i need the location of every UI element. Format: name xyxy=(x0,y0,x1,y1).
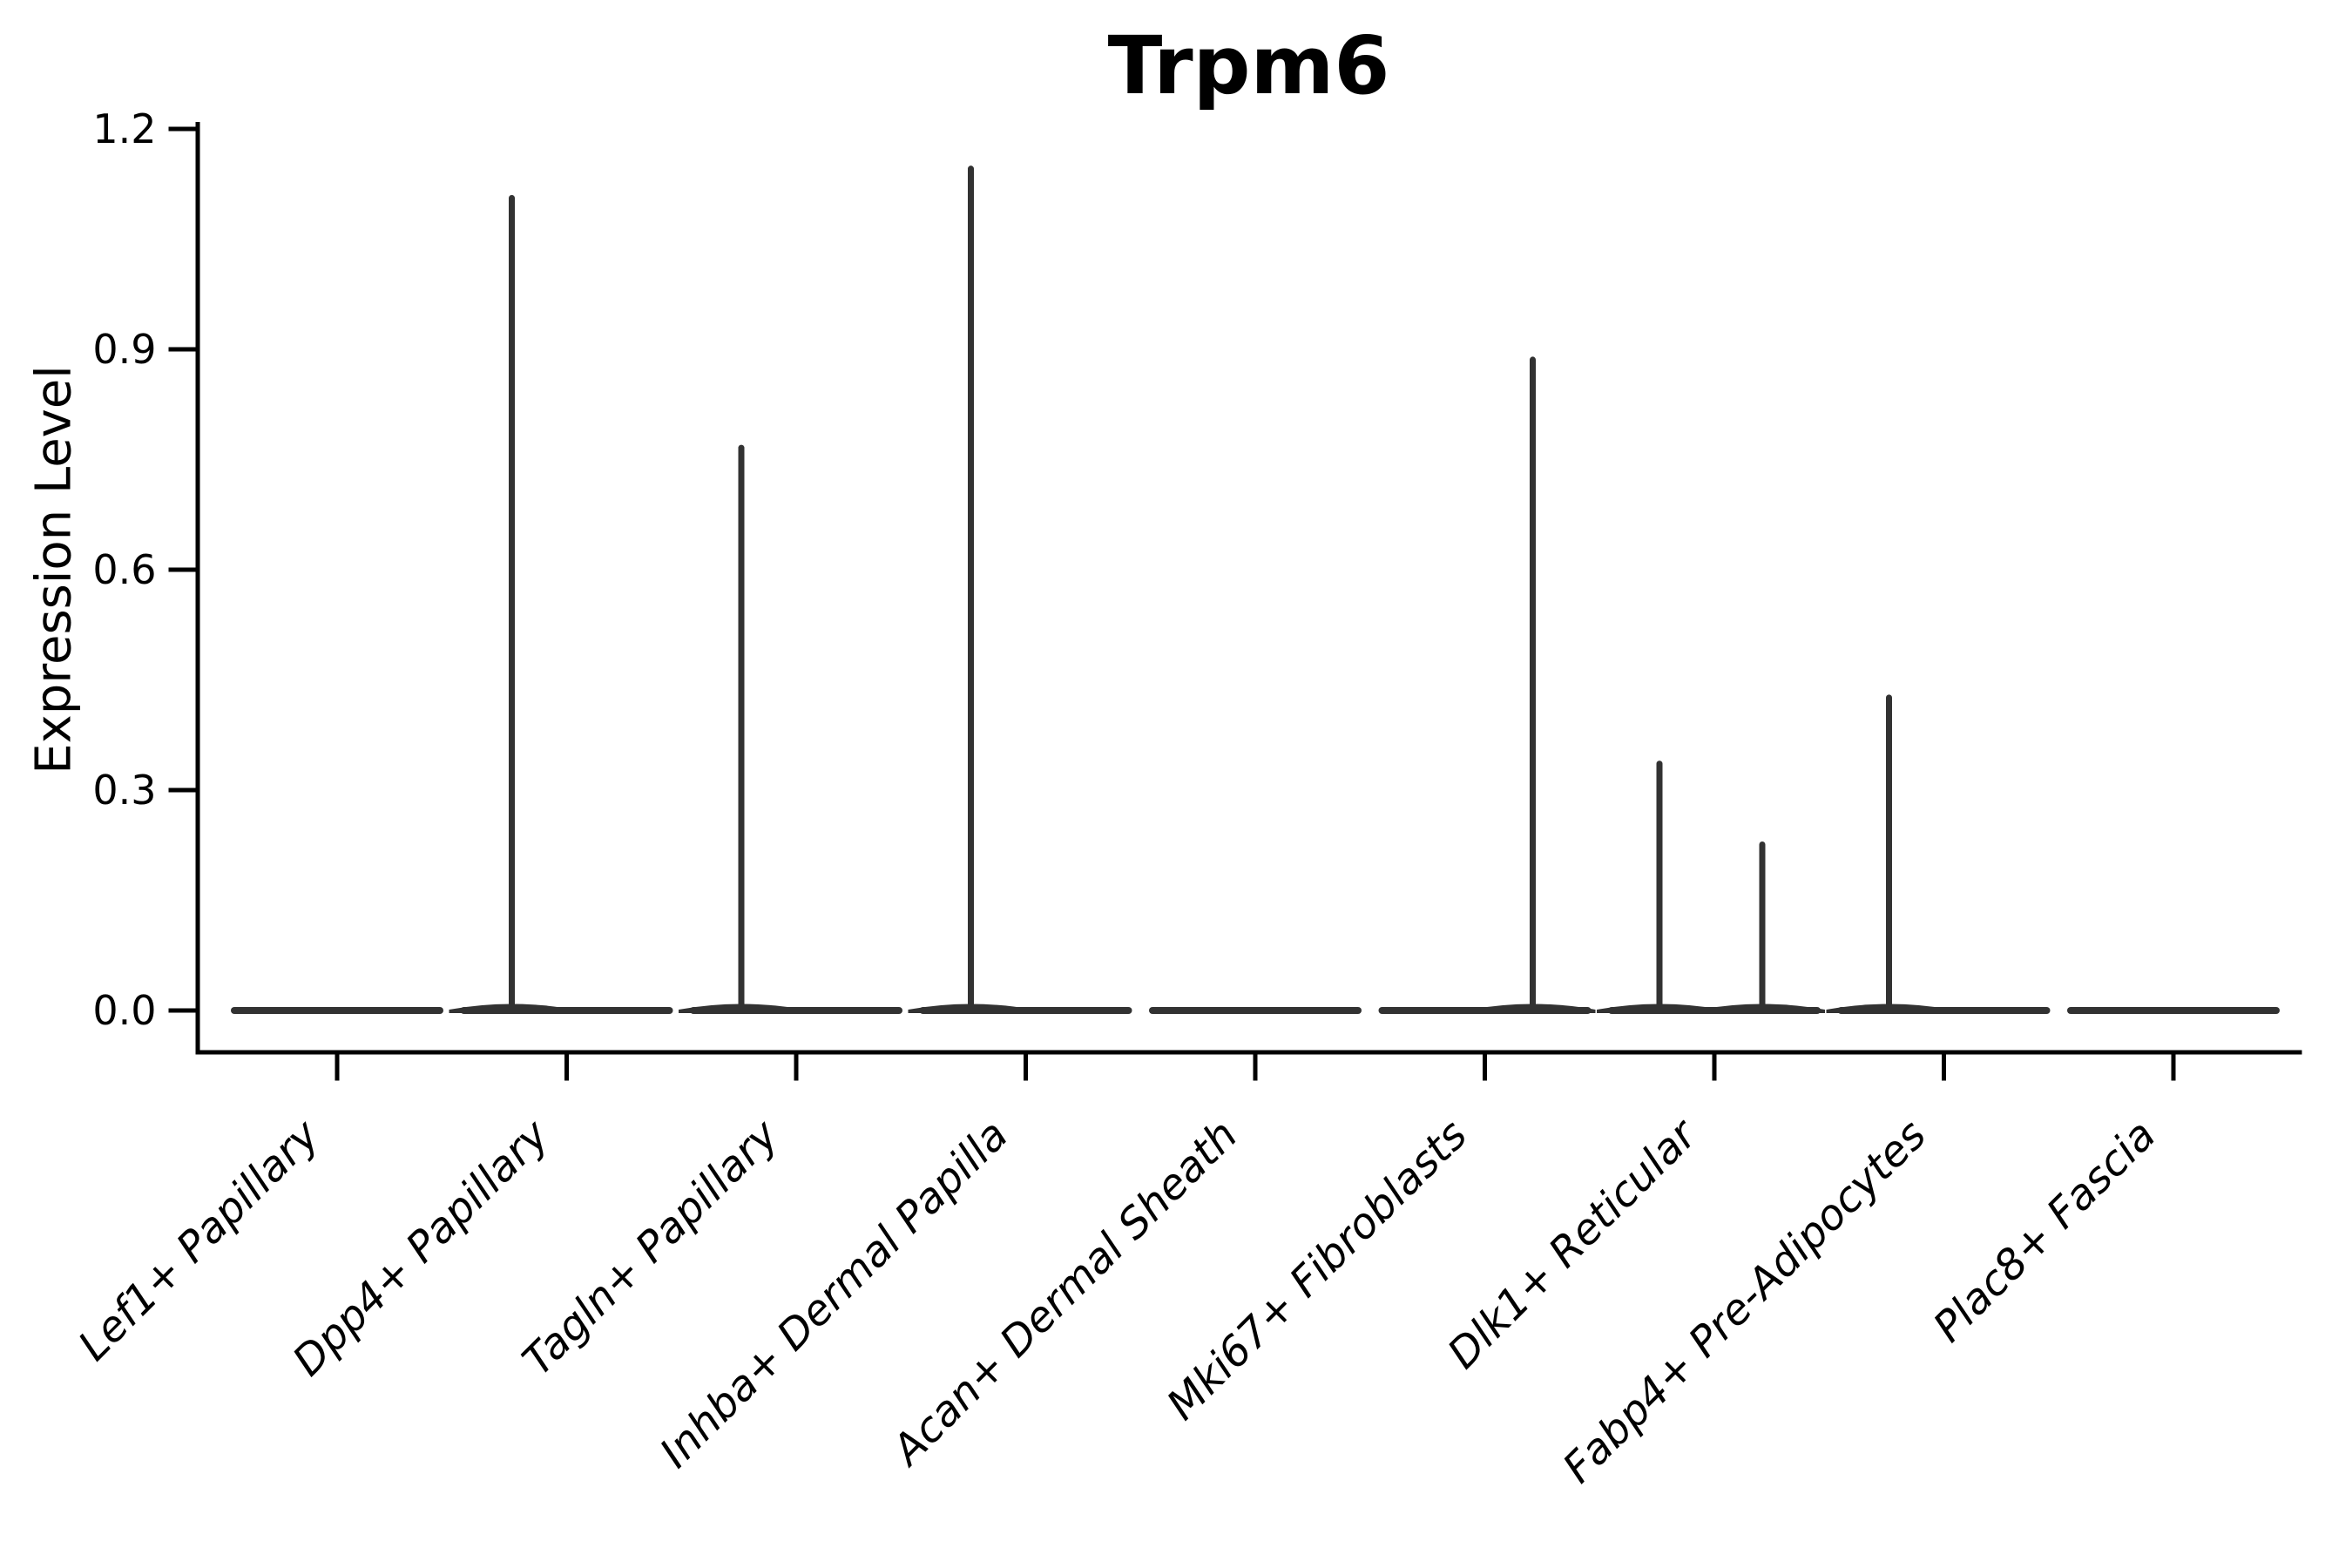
x-tick-mark xyxy=(1253,1054,1258,1081)
violin-spike xyxy=(968,166,974,1014)
violin-body xyxy=(231,1007,443,1014)
y-tick-mark xyxy=(168,1008,196,1013)
violin-body xyxy=(919,1007,1132,1014)
y-tick-label: 0.6 xyxy=(92,546,156,593)
x-tick-mark xyxy=(335,1054,340,1081)
x-tick-mark xyxy=(1942,1054,1946,1081)
violin-spike xyxy=(1759,841,1766,1014)
violin-body xyxy=(2067,1007,2280,1014)
violin-spike xyxy=(1656,760,1663,1014)
x-axis-spine xyxy=(195,1050,2302,1055)
violin-body xyxy=(690,1007,902,1014)
y-tick-label: 0.0 xyxy=(92,987,156,1034)
x-tick-label: Lef1+ Papillary xyxy=(69,1110,329,1370)
violin-spike xyxy=(738,444,745,1015)
violin-spike xyxy=(1886,694,1892,1014)
x-tick-mark xyxy=(1024,1054,1028,1081)
violin-body xyxy=(1837,1007,2051,1014)
chart-title: Trpm6 xyxy=(1107,19,1390,112)
x-tick-label: Plac8+ Fascia xyxy=(1924,1111,2166,1352)
x-tick-mark xyxy=(564,1054,569,1081)
violin-body xyxy=(460,1007,673,1014)
violin-spike xyxy=(1530,356,1536,1015)
y-tick-mark xyxy=(168,126,196,132)
x-tick-label: Dlk1+ Reticular xyxy=(1438,1109,1708,1379)
x-tick-mark xyxy=(2171,1054,2176,1081)
x-tick-mark xyxy=(794,1054,799,1081)
x-tick-mark xyxy=(1483,1054,1487,1081)
x-tick-label: Fabp4+ Pre-Adipocytes xyxy=(1553,1111,1936,1493)
y-tick-mark xyxy=(168,787,196,793)
x-tick-label: Dpp4+ Papillary xyxy=(283,1110,558,1385)
violin-body xyxy=(1608,1007,1821,1014)
violin-body xyxy=(1378,1007,1592,1014)
y-tick-mark xyxy=(168,347,196,352)
violin-spike xyxy=(509,194,515,1015)
y-tick-label: 1.2 xyxy=(92,105,156,152)
violin-body xyxy=(1149,1007,1362,1014)
y-tick-label: 0.9 xyxy=(92,326,156,373)
x-tick-mark xyxy=(1712,1054,1717,1081)
y-tick-label: 0.3 xyxy=(92,767,156,814)
y-tick-mark xyxy=(168,567,196,572)
x-tick-label: Tagln+ Papillary xyxy=(513,1110,788,1385)
y-axis-spine xyxy=(195,122,200,1055)
